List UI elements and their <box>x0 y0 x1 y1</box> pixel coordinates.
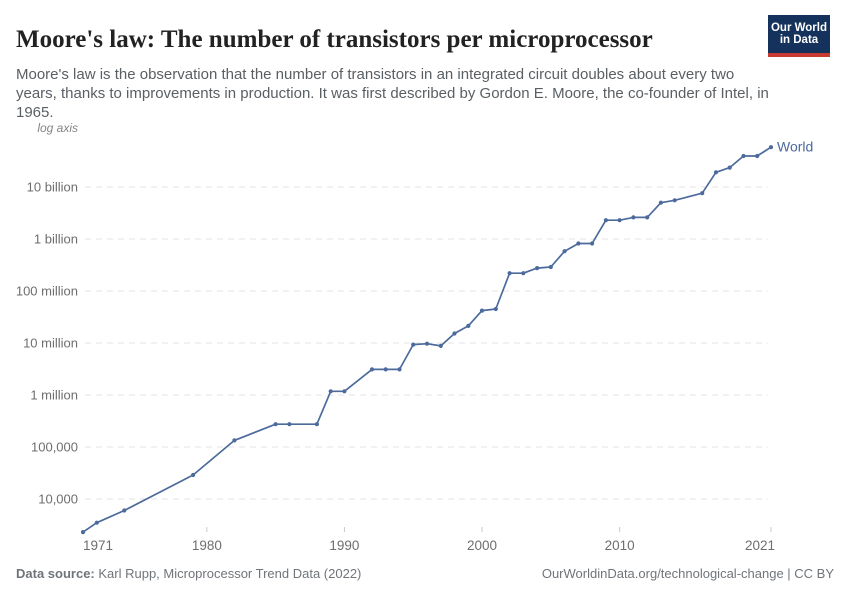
data-line <box>82 146 772 533</box>
owid-logo: Our World in Data <box>768 15 830 57</box>
log-axis-note: log axis <box>37 121 78 135</box>
data-point <box>479 308 485 313</box>
data-point <box>562 249 567 254</box>
series-label-world: World <box>777 139 813 155</box>
data-point <box>645 215 650 220</box>
data-point <box>507 271 512 276</box>
logo-text-line2: in Data <box>779 34 819 46</box>
data-source-text: Karl Rupp, Microprocessor Trend Data (20… <box>98 566 362 581</box>
data-point <box>576 241 581 246</box>
data-point <box>342 389 347 394</box>
x-axis-label: 1980 <box>192 538 222 553</box>
data-point <box>617 218 622 223</box>
data-point <box>741 153 746 159</box>
data-point <box>466 323 471 328</box>
data-point <box>94 520 99 525</box>
x-axis-label: 2000 <box>467 538 497 553</box>
y-axis-label: 100 million <box>16 284 78 299</box>
data-point <box>273 422 278 427</box>
page-title: Moore's law: The number of transistors p… <box>16 25 653 53</box>
data-point <box>397 367 402 372</box>
chart-subtitle: Moore's law is the observation that the … <box>16 66 769 121</box>
data-point <box>727 165 732 170</box>
chart-footer: Data source: Karl Rupp, Microprocessor T… <box>16 566 834 581</box>
data-point <box>369 367 375 372</box>
data-point <box>80 530 86 535</box>
data-point <box>603 218 609 223</box>
data-point <box>521 271 526 276</box>
data-source-label: Data source: <box>16 566 95 581</box>
data-point <box>438 343 443 348</box>
data-point <box>424 341 430 346</box>
citation-url: OurWorldinData.org/technological-change … <box>541 566 834 581</box>
data-point <box>631 215 636 220</box>
y-axis-label: 10 billion <box>27 180 78 195</box>
data-point <box>232 438 237 443</box>
data-source: Data source: Karl Rupp, Microprocessor T… <box>16 566 361 581</box>
data-point <box>535 266 540 271</box>
x-axis-label: 1990 <box>329 538 359 553</box>
x-axis-label: 2021 <box>745 538 775 553</box>
x-axis-label: 1971 <box>83 538 113 553</box>
data-point <box>314 422 319 427</box>
data-point <box>493 306 498 312</box>
data-point <box>590 241 595 246</box>
data-point <box>548 264 553 270</box>
data-point <box>658 200 664 205</box>
y-axis-label: 100,000 <box>31 440 78 455</box>
data-point <box>452 331 457 336</box>
y-axis-label: 1 million <box>30 388 78 403</box>
y-axis-label: 1 billion <box>34 232 78 247</box>
y-axis-label: 10,000 <box>38 492 78 507</box>
data-point <box>713 170 719 175</box>
data-point <box>672 198 677 203</box>
logo-text-line1: Our World <box>770 21 827 34</box>
x-axis-label: 2010 <box>605 538 635 553</box>
y-axis-label: 10 million <box>23 336 78 351</box>
data-point <box>122 508 127 513</box>
data-point <box>411 342 416 347</box>
data-point <box>287 422 292 427</box>
data-point <box>768 145 774 150</box>
data-point <box>700 191 705 196</box>
data-point <box>755 153 760 159</box>
data-point <box>383 367 388 372</box>
data-point <box>328 389 333 394</box>
data-point <box>191 472 196 478</box>
